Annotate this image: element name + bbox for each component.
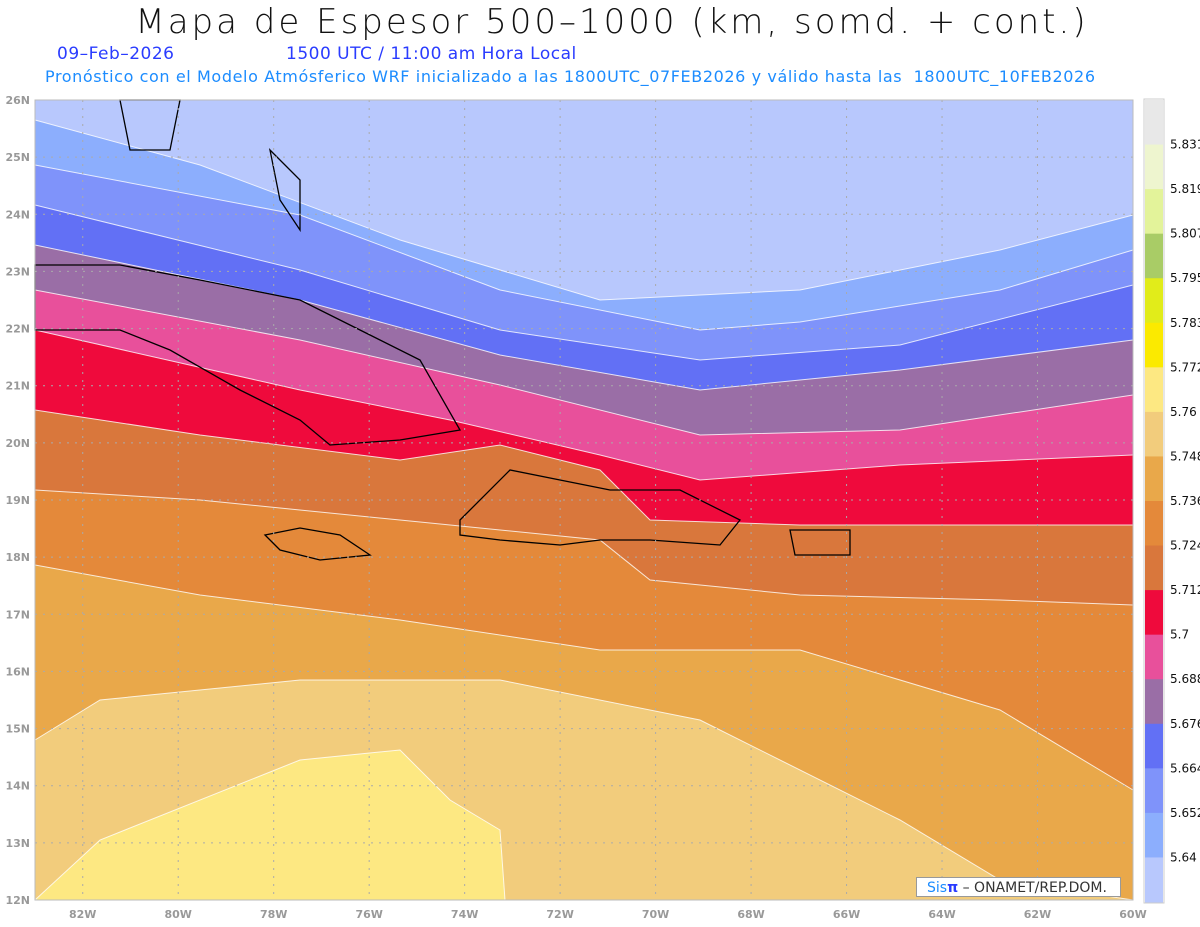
lat-tick-label: 25N xyxy=(5,151,30,164)
colorbar-label: 5.736 xyxy=(1170,494,1200,508)
colorbar-swatch xyxy=(1145,545,1163,591)
brand-symbol: π xyxy=(947,880,959,896)
lat-tick-label: 17N xyxy=(5,608,30,621)
forecast-time: 1500 UTC / 11:00 am Hora Local xyxy=(286,44,577,64)
colorbar-swatch xyxy=(1145,189,1163,235)
map-frame xyxy=(34,99,1134,901)
lat-tick-label: 19N xyxy=(5,494,30,507)
colorbar-swatch xyxy=(1145,679,1163,725)
forecast-description: Pronóstico con el Modelo Atmósferico WRF… xyxy=(45,67,1096,86)
lat-tick-label: 21N xyxy=(5,380,30,393)
lat-tick-label: 13N xyxy=(5,837,30,850)
lon-tick-label: 72W xyxy=(546,908,573,921)
lat-tick-label: 24N xyxy=(5,208,30,221)
hispaniola-coast xyxy=(459,469,742,546)
colorbar-swatch xyxy=(1145,322,1163,368)
lat-tick-label: 22N xyxy=(5,323,30,336)
colorbar-label: 5.795 xyxy=(1170,271,1200,285)
colorbar-label: 5.712 xyxy=(1170,583,1200,597)
colorbar-label: 5.76 xyxy=(1170,405,1197,419)
colorbar-label: 5.652 xyxy=(1170,806,1200,820)
colorbar-swatch xyxy=(1145,501,1163,547)
colorbar-frame xyxy=(1143,98,1165,904)
contour-line xyxy=(34,564,1134,791)
lon-tick-label: 78W xyxy=(260,908,287,921)
colorbar-label: 5.64 xyxy=(1170,850,1197,864)
contour-line xyxy=(34,409,1133,526)
lon-tick-label: 62W xyxy=(1024,908,1051,921)
colorbar-swatch xyxy=(1145,768,1163,814)
lat-tick-label: 18N xyxy=(5,551,30,564)
lon-tick-label: 74W xyxy=(451,908,478,921)
lat-tick-label: 12N xyxy=(5,894,30,907)
colorbar-label: 5.688 xyxy=(1170,672,1200,686)
colorbar-label: 5.748 xyxy=(1170,449,1200,463)
bahamas-coast xyxy=(268,148,301,233)
colorbar-label: 5.7 xyxy=(1170,628,1189,642)
puerto-rico-coast xyxy=(789,529,851,556)
credit-text: – ONAMET/REP.DOM. xyxy=(962,880,1107,896)
brand-name: Sis xyxy=(927,880,948,896)
contour-line xyxy=(34,749,506,901)
lat-tick-label: 20N xyxy=(5,437,30,450)
lon-tick-label: 64W xyxy=(928,908,955,921)
lat-tick-label: 26N xyxy=(5,94,30,107)
contour-line xyxy=(34,289,1134,436)
colorbar-swatch xyxy=(1145,233,1163,279)
colorbar-swatch xyxy=(1145,278,1163,324)
jamaica-coast xyxy=(263,527,372,561)
credit-label: Sisπ – ONAMET/REP.DOM. xyxy=(916,877,1121,897)
colorbar-swatch xyxy=(1145,634,1163,680)
lon-tick-label: 68W xyxy=(737,908,764,921)
lat-tick-label: 16N xyxy=(5,665,30,678)
colorbar-label: 5.664 xyxy=(1170,761,1200,775)
lon-tick-label: 80W xyxy=(164,908,191,921)
lon-tick-label: 76W xyxy=(355,908,382,921)
lat-tick-label: 23N xyxy=(5,265,30,278)
lon-tick-label: 82W xyxy=(69,908,96,921)
colorbar-label: 5.676 xyxy=(1170,717,1200,731)
colorbar-label: 5.831 xyxy=(1170,138,1200,152)
colorbar-label: 5.772 xyxy=(1170,360,1200,374)
contour-line xyxy=(34,329,1134,481)
forecast-date: 09–Feb–2026 xyxy=(57,44,175,64)
lat-tick-label: 15N xyxy=(5,723,30,736)
colorbar-swatch xyxy=(1145,857,1163,903)
colorbar-swatch xyxy=(1145,100,1163,146)
colorbar-swatch xyxy=(1145,590,1163,636)
colorbar-swatch xyxy=(1145,456,1163,502)
colorbar-label: 5.819 xyxy=(1170,182,1200,196)
cuba-coast xyxy=(34,264,462,446)
colorbar-swatch xyxy=(1145,723,1163,769)
thickness-band xyxy=(35,750,505,900)
colorbar-label: 5.783 xyxy=(1170,316,1200,330)
colorbar-swatch xyxy=(1145,411,1163,457)
map-title: Mapa de Espesor 500–1000 (km, somd. + co… xyxy=(135,2,1089,42)
lon-tick-label: 70W xyxy=(642,908,669,921)
colorbar-label: 5.807 xyxy=(1170,227,1200,241)
contour-line xyxy=(34,204,1134,361)
contour-line xyxy=(34,119,1134,301)
lat-tick-label: 14N xyxy=(5,780,30,793)
colorbar-swatch xyxy=(1145,144,1163,190)
colorbar-swatch xyxy=(1145,367,1163,413)
contour-line xyxy=(34,679,1134,901)
lon-tick-label: 66W xyxy=(833,908,860,921)
contour-line xyxy=(34,489,1134,606)
lon-tick-label: 60W xyxy=(1119,908,1146,921)
colorbar-label: 5.724 xyxy=(1170,539,1200,553)
colorbar-swatch xyxy=(1145,812,1163,858)
